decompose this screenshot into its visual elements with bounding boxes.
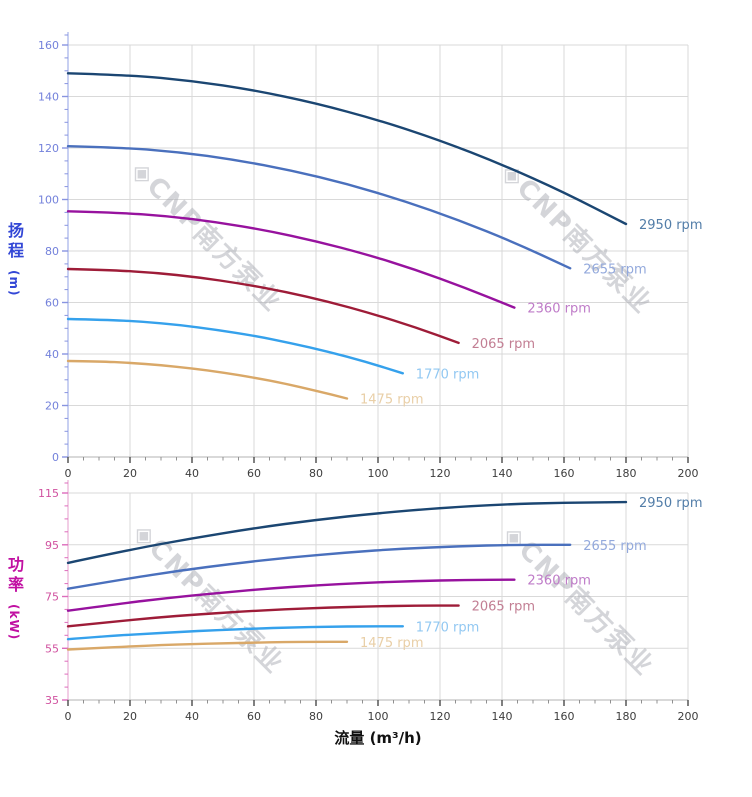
curve-2655rpm-head [66, 145, 572, 270]
x-tick-label: 180 [616, 710, 637, 723]
curve-2065rpm-power [66, 604, 460, 628]
y-tick-label: 80 [45, 245, 59, 258]
x-tick-label: 20 [123, 467, 137, 480]
x-tick-label: 60 [247, 467, 261, 480]
watermark: ◈CNP南方泵业 [127, 517, 290, 680]
head-series: 2950 rpm 2655 rpm 2360 rpm 2065 rpm 1770 rpm… [66, 72, 702, 408]
x-tick-label: 200 [678, 467, 699, 480]
curve-label-2360rpm: 2360 rpm [527, 574, 590, 589]
curve-label-1475rpm: 1475 rpm [360, 636, 423, 651]
x-tick-label: 140 [492, 710, 513, 723]
curve-1770rpm-power [66, 625, 404, 641]
watermark: ◈CNP南方泵业 [125, 155, 288, 318]
curve-1770rpm-head [66, 317, 404, 375]
x-tick-label: 180 [616, 467, 637, 480]
power-axis-title-text: 功率 [5, 556, 24, 596]
curve-1475rpm-head [66, 359, 349, 400]
x-tick-label: 0 [65, 467, 72, 480]
gridlines [68, 44, 689, 457]
watermark: ◈CNP南方泵业 [495, 157, 658, 320]
curve-label-2360rpm: 2360 rpm [527, 302, 590, 317]
curve-label-1770rpm: 1770 rpm [416, 620, 479, 635]
curve-label-2655rpm: 2655 rpm [583, 262, 646, 277]
y-tick-label: 120 [38, 142, 59, 155]
y-tick-label: 35 [45, 694, 59, 707]
x-tick-label: 80 [309, 467, 323, 480]
curve-label-1770rpm: 1770 rpm [416, 367, 479, 382]
y-tick-label: 100 [38, 194, 59, 207]
curve-label-2655rpm: 2655 rpm [583, 539, 646, 554]
head-axis-title-text: 扬程 [5, 222, 24, 262]
head-axis-title: 扬程 (m) [5, 222, 24, 297]
curve-label-1475rpm: 1475 rpm [360, 393, 423, 408]
x-tick-label: 120 [430, 710, 451, 723]
flow-axis-title: 流量 (m³/h) [334, 729, 422, 747]
x-tick-label: 80 [309, 710, 323, 723]
x-tick-label: 60 [247, 710, 261, 723]
y-tick-label: 95 [45, 539, 59, 552]
y-tick-label: 0 [52, 451, 59, 464]
head-axis-unit: (m) [7, 270, 21, 297]
curve-2360rpm-power [66, 578, 516, 612]
head-chart: ◈CNP南方泵业 ◈CNP南方泵业 0 20 40 60 80 100 120 140 160 0 20… [38, 32, 702, 480]
curve-2950rpm-power [66, 500, 628, 565]
x-tick-label: 40 [185, 710, 199, 723]
x-tick-label: 140 [492, 467, 513, 480]
x-tick-label: 0 [65, 710, 72, 723]
power-axis-unit: (kW) [7, 604, 21, 641]
y-tick-label: 40 [45, 348, 59, 361]
curve-label-2950rpm: 2950 rpm [639, 218, 702, 233]
y-tick-label: 160 [38, 39, 59, 52]
curve-label-2065rpm: 2065 rpm [472, 600, 535, 615]
curve-2655rpm-power [66, 543, 572, 590]
y-tick-label: 60 [45, 297, 59, 310]
curve-2950rpm-head [66, 72, 628, 226]
y-tick-label: 115 [38, 487, 59, 500]
curve-label-2065rpm: 2065 rpm [472, 337, 535, 352]
power-axes: 35 55 75 95 115 0 20 40 60 80 100 120 140 160 180 200 [38, 480, 699, 723]
x-tick-label: 100 [368, 710, 389, 723]
curve-1475rpm-power [66, 640, 349, 651]
x-tick-label: 40 [185, 467, 199, 480]
head-axes: 0 20 40 60 80 100 120 140 160 0 20 40 60 80 100 120 140 1… [38, 32, 699, 480]
x-tick-label: 160 [554, 467, 575, 480]
x-tick-label: 20 [123, 710, 137, 723]
x-tick-label: 160 [554, 710, 575, 723]
y-tick-label: 140 [38, 91, 59, 104]
x-tick-label: 100 [368, 467, 389, 480]
curve-2065rpm-head [66, 267, 460, 345]
y-tick-label: 20 [45, 400, 59, 413]
curve-label-2950rpm: 2950 rpm [639, 496, 702, 511]
curve-2360rpm-head [66, 210, 516, 309]
gridlines [68, 492, 689, 700]
power-series: 2950 rpm 2655 rpm 2360 rpm 2065 rpm 1770 rpm… [66, 496, 702, 651]
y-tick-label: 75 [45, 591, 59, 604]
x-tick-label: 120 [430, 467, 451, 480]
y-tick-label: 55 [45, 642, 59, 655]
power-axis-title: 功率 (kW) [5, 556, 24, 641]
x-tick-label: 200 [678, 710, 699, 723]
